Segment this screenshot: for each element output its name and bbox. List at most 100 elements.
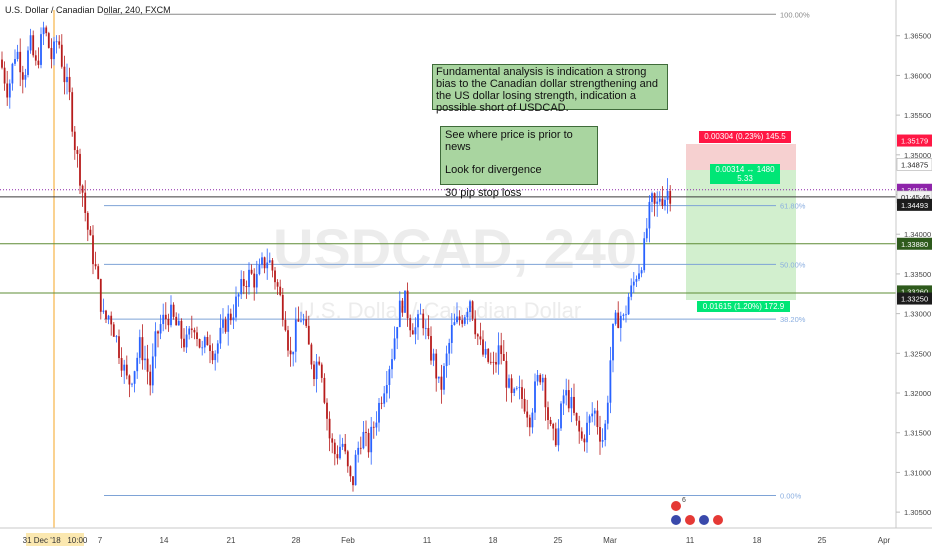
bullish-candle-body [235,296,237,318]
bearish-candle-body [284,319,287,331]
bearish-candle-body [190,328,193,330]
bullish-candle-body [268,260,271,263]
price-tag-bg [897,292,932,305]
bullish-candle-body [635,279,638,282]
profit-zone[interactable] [686,170,796,300]
bearish-candle-body [599,427,601,442]
bullish-candle-body [42,27,45,35]
bearish-candle-body [105,310,107,320]
bullish-candle-body [11,63,14,84]
time-tick-label: 28 [292,536,301,545]
bullish-candle-body [300,320,302,322]
bearish-candle-body [458,316,461,321]
price-tag-bg [897,237,932,250]
bearish-candle-body [274,270,276,283]
bullish-candle-body [591,413,594,417]
checklist-note[interactable]: See where price is prior to news Look fo… [440,126,598,199]
bearish-candle-body [320,364,323,378]
time-tick-label: 18 [753,536,762,545]
bearish-candle-body [492,361,495,363]
bullish-candle-body [419,313,422,315]
fundamental-analysis-note[interactable]: Fundamental analysis is indication a str… [432,64,668,114]
bearish-candle-body [495,361,497,365]
bearish-candle-body [305,319,308,326]
bullish-candle-body [645,228,648,239]
price-tick-label: 1.35500 [904,111,931,120]
event-flag-icon[interactable] [713,515,723,525]
event-flag-icon[interactable] [685,515,695,525]
bullish-candle-body [432,353,435,361]
bearish-candle-body [1,59,3,68]
bearish-candle-body [118,336,120,359]
bearish-candle-body [500,345,503,355]
bearish-candle-body [253,273,256,288]
bullish-candle-body [417,314,419,328]
bearish-candle-body [242,279,245,287]
bearish-candle-body [552,424,555,429]
bullish-candle-body [144,358,146,361]
bearish-candle-body [110,315,113,325]
time-tick-label: 21 [227,536,236,545]
bullish-candle-body [627,296,630,315]
bearish-candle-body [180,320,183,339]
bearish-candle-body [349,466,352,477]
bullish-candle-body [357,447,360,455]
bullish-candle-body [666,191,669,200]
bearish-candle-body [523,398,526,412]
bullish-candle-body [562,395,565,404]
bullish-candle-body [643,238,646,271]
bullish-candle-body [248,269,250,288]
bullish-candle-body [570,396,573,409]
bearish-candle-body [653,193,656,204]
bearish-candle-body [313,364,315,380]
event-flag-icon[interactable] [671,501,681,511]
bearish-candle-body [596,410,599,428]
bearish-candle-body [68,76,71,93]
price-axis[interactable]: 1.30500 1.31000 1.31500 1.32000 1.32500 1.330… [896,32,931,517]
price-tag-label: 1.34561 [901,186,928,195]
bullish-candle-body [66,76,68,83]
checklist-item: 30 pip stop loss [445,187,522,199]
time-tick-label: Apr [878,536,891,545]
bullish-candle-body [237,294,240,297]
bearish-candle-body [505,360,508,388]
price-tick-label: 1.33000 [904,310,931,319]
horizontal-lines[interactable] [0,189,896,294]
bearish-candle-body [21,72,24,80]
time-tick-label: 25 [818,536,827,545]
bearish-candle-body [461,320,464,324]
bearish-candle-body [157,331,159,334]
bearish-candle-body [297,319,300,322]
time-tick-label: 18 [489,536,498,545]
fibonacci-retracement[interactable]: 100.00% 61.80% 50.00% 38.20% 0.00% [104,10,810,500]
bearish-candle-body [578,420,581,432]
time-tick-label: 25 [554,536,563,545]
bearish-candle-body [164,314,167,320]
event-count: 6 [682,497,686,504]
event-flag-icon[interactable] [671,515,681,525]
economic-events[interactable]: 6 [671,497,723,525]
bullish-candle-body [565,390,568,396]
event-flag-icon[interactable] [699,515,709,525]
bullish-candle-body [612,323,614,361]
bullish-candle-body [232,317,235,321]
time-axis[interactable]: 7 14 21 28 Feb 11 18 25 Mar 11 18 25 Apr [98,536,891,545]
time-tick-label: 11 [686,536,695,545]
time-tick-label: 7 [98,536,103,545]
bullish-candle-body [638,273,640,280]
bullish-candle-body [385,384,388,394]
bearish-candle-body [326,402,328,419]
bullish-candle-body [534,381,536,413]
bearish-candle-body [380,402,383,404]
bearish-candle-body [92,235,94,265]
bullish-candle-body [593,410,596,414]
bullish-candle-body [131,383,133,385]
bullish-candle-body [448,342,451,354]
bullish-candle-body [375,422,378,428]
bullish-candle-body [469,301,471,313]
symbol-title[interactable]: U.S. Dollar / Canadian Dollar, 240, FXCM [5,5,171,15]
bullish-candle-body [14,58,16,64]
bullish-candle-body [450,325,453,343]
bullish-candle-body [614,312,617,324]
